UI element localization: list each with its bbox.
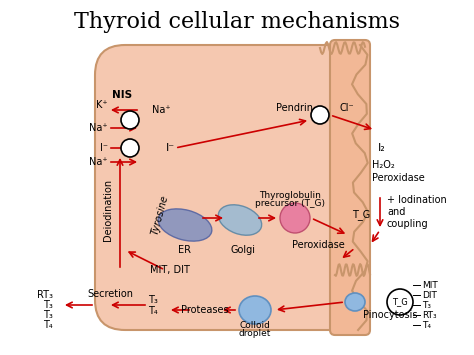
Ellipse shape — [158, 209, 212, 241]
Circle shape — [121, 139, 139, 157]
Text: T_G: T_G — [352, 209, 370, 220]
Text: precursor (T_G): precursor (T_G) — [255, 200, 325, 208]
Text: ER: ER — [179, 245, 191, 255]
Text: T₃: T₃ — [43, 300, 53, 310]
Text: Secretion: Secretion — [87, 289, 133, 299]
Text: I⁻: I⁻ — [165, 143, 174, 153]
Text: I⁻: I⁻ — [100, 143, 108, 153]
Text: MIT: MIT — [422, 280, 438, 289]
Text: Pinocytosis: Pinocytosis — [363, 310, 417, 320]
Text: Golgi: Golgi — [230, 245, 255, 255]
Text: Pendrin: Pendrin — [276, 103, 313, 113]
Text: Peroxidase: Peroxidase — [292, 240, 345, 250]
Text: T₃: T₃ — [43, 310, 53, 320]
Text: T₄: T₄ — [148, 306, 158, 316]
Text: MIT, DIT: MIT, DIT — [150, 265, 190, 275]
Text: I₂: I₂ — [378, 143, 386, 153]
Circle shape — [387, 289, 413, 315]
Text: NIS: NIS — [112, 90, 132, 100]
Text: Proteases: Proteases — [181, 305, 229, 315]
Text: + Iodination: + Iodination — [387, 195, 447, 205]
Circle shape — [280, 203, 310, 233]
Text: Colloid: Colloid — [239, 321, 271, 329]
Text: H₂O₂: H₂O₂ — [372, 160, 395, 170]
Text: Thyroglobulin: Thyroglobulin — [259, 191, 321, 200]
Text: T₃: T₃ — [422, 300, 431, 310]
Text: Na⁺: Na⁺ — [90, 123, 108, 133]
Circle shape — [121, 111, 139, 129]
Ellipse shape — [239, 296, 271, 324]
Text: droplet: droplet — [239, 328, 271, 338]
FancyBboxPatch shape — [330, 40, 370, 335]
Text: Deiodination: Deiodination — [103, 179, 113, 241]
Text: coupling: coupling — [387, 219, 428, 229]
Text: RT₃: RT₃ — [37, 290, 53, 300]
Text: T₄: T₄ — [43, 320, 53, 330]
Text: RT₃: RT₃ — [422, 311, 437, 320]
Text: Thyroid cellular mechanisms: Thyroid cellular mechanisms — [74, 11, 400, 33]
FancyBboxPatch shape — [95, 45, 365, 330]
Text: T_G: T_G — [392, 297, 408, 306]
Text: Na⁺: Na⁺ — [90, 157, 108, 167]
Ellipse shape — [219, 205, 262, 235]
Text: T₃: T₃ — [148, 295, 158, 305]
Circle shape — [311, 106, 329, 124]
Ellipse shape — [345, 293, 365, 311]
Text: T₄: T₄ — [422, 321, 431, 329]
Text: Peroxidase: Peroxidase — [372, 173, 425, 183]
Text: Tyrosine: Tyrosine — [150, 194, 170, 236]
Text: Cl⁻: Cl⁻ — [340, 103, 355, 113]
Text: and: and — [387, 207, 405, 217]
Text: K⁺: K⁺ — [96, 100, 108, 110]
Text: Na⁺: Na⁺ — [152, 105, 171, 115]
Text: DIT: DIT — [422, 290, 437, 300]
